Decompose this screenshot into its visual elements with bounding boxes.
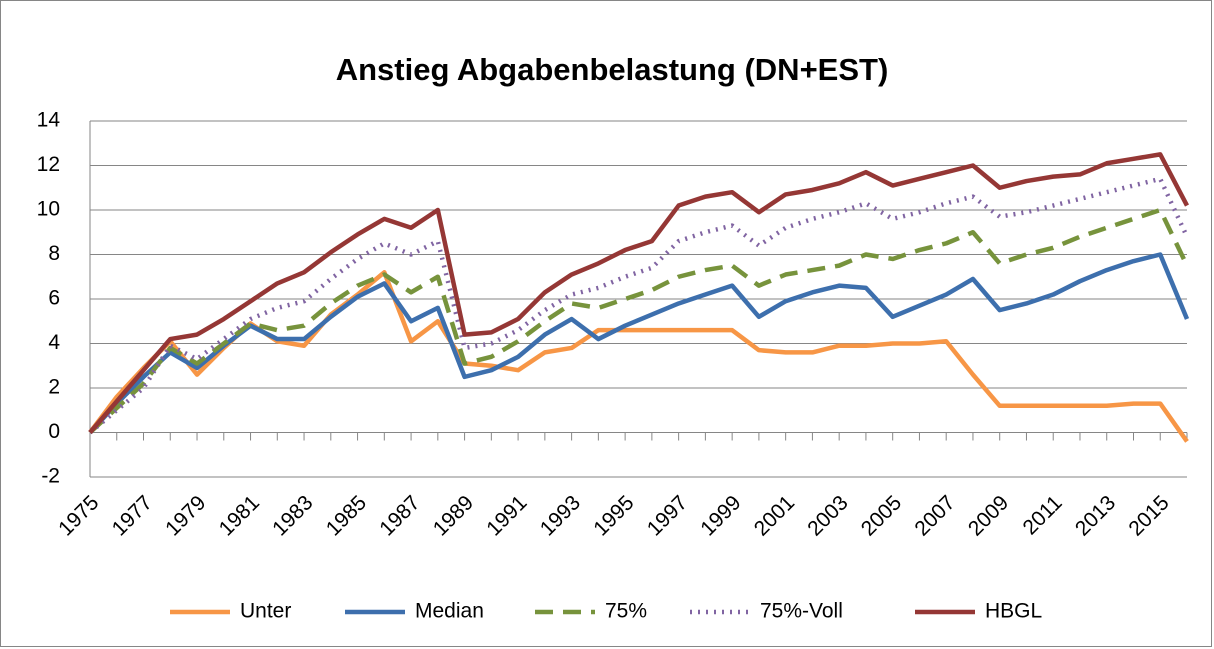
chart-title: Anstieg Abgabenbelastung (DN+EST) xyxy=(336,52,889,87)
y-tick-label: 4 xyxy=(48,331,60,354)
legend-label: 75% xyxy=(605,600,647,623)
y-tick-label: 14 xyxy=(37,109,61,132)
legend-label: Median xyxy=(415,600,484,623)
series-line xyxy=(88,152,1189,434)
y-tick-label: 12 xyxy=(37,153,60,176)
series-line xyxy=(88,252,1190,435)
y-tick-label: 10 xyxy=(37,198,60,221)
legend-label: 75%-Voll xyxy=(760,600,843,623)
legend-label: HBGL xyxy=(985,600,1042,623)
y-tick-label: 8 xyxy=(48,242,60,265)
y-tick-label: 0 xyxy=(48,420,60,443)
series-line xyxy=(88,207,1190,435)
series-line xyxy=(88,176,1190,435)
y-tick-label: 2 xyxy=(48,376,60,399)
y-tick-label: -2 xyxy=(41,465,60,488)
legend-label: Unter xyxy=(240,600,291,623)
y-tick-label: 6 xyxy=(48,287,60,310)
